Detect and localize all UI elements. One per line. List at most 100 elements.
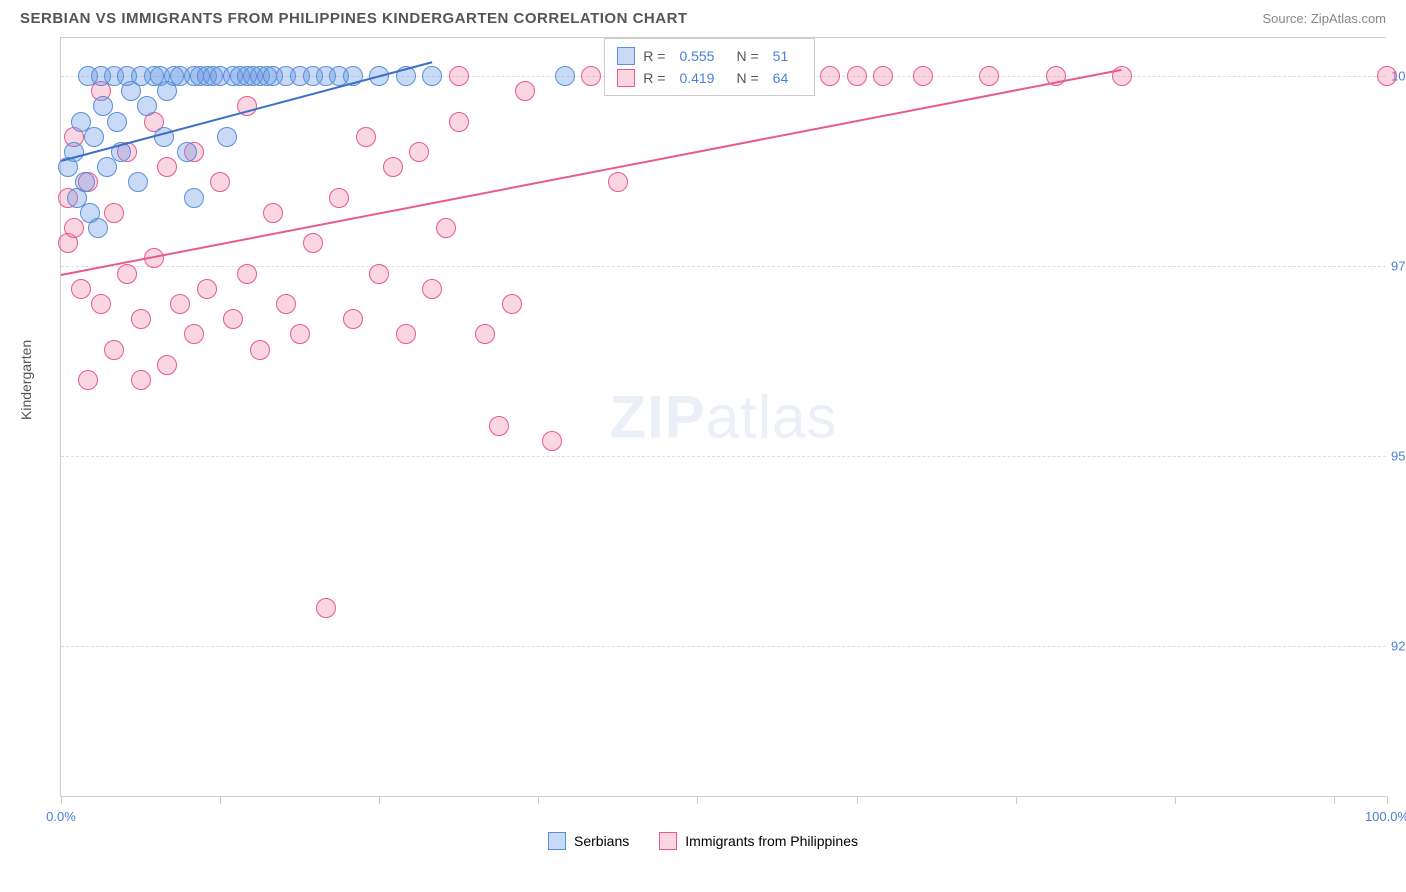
scatter-point (104, 340, 124, 360)
swatch-philippines (659, 832, 677, 850)
scatter-point (847, 66, 867, 86)
xtick (379, 796, 380, 804)
scatter-point (449, 66, 469, 86)
xtick (1334, 796, 1335, 804)
swatch-serbians (548, 832, 566, 850)
scatter-point (555, 66, 575, 86)
scatter-point (979, 66, 999, 86)
scatter-point (329, 188, 349, 208)
legend-label: Immigrants from Philippines (685, 833, 858, 849)
scatter-point (157, 355, 177, 375)
swatch-icon (617, 47, 635, 65)
scatter-point (64, 218, 84, 238)
scatter-point (131, 370, 151, 390)
scatter-point (117, 264, 137, 284)
scatter-point (1377, 66, 1397, 86)
gridline (61, 456, 1386, 457)
xtick (1016, 796, 1017, 804)
scatter-point (88, 218, 108, 238)
scatter-point (197, 279, 217, 299)
scatter-point (263, 203, 283, 223)
scatter-point (250, 340, 270, 360)
ytick-label: 95.0% (1391, 449, 1406, 464)
scatter-point (84, 127, 104, 147)
ytick-label: 92.5% (1391, 639, 1406, 654)
legend-r-label: R = (643, 70, 665, 86)
legend-r-value: 0.419 (679, 70, 714, 86)
scatter-point (75, 172, 95, 192)
scatter-point (515, 81, 535, 101)
scatter-point (290, 324, 310, 344)
scatter-point (184, 188, 204, 208)
scatter-point (91, 294, 111, 314)
xtick (61, 796, 62, 804)
y-axis-label: Kindergarten (18, 340, 34, 420)
chart-header: SERBIAN VS IMMIGRANTS FROM PHILIPPINES K… (0, 0, 1406, 32)
scatter-point (128, 172, 148, 192)
chart-source: Source: ZipAtlas.com (1262, 11, 1386, 26)
legend-r-value: 0.555 (679, 48, 714, 64)
scatter-point (276, 294, 296, 314)
legend-n-label: N = (736, 48, 758, 64)
scatter-point (71, 279, 91, 299)
scatter-point (422, 66, 442, 86)
legend-row-serbians: R = 0.555 N = 51 (617, 45, 802, 67)
scatter-point (820, 66, 840, 86)
xtick-label: 0.0% (46, 809, 76, 824)
scatter-point (873, 66, 893, 86)
legend-label: Serbians (574, 833, 629, 849)
chart-title: SERBIAN VS IMMIGRANTS FROM PHILIPPINES K… (20, 10, 688, 27)
legend-item-philippines: Immigrants from Philippines (659, 832, 858, 850)
xtick (1387, 796, 1388, 804)
scatter-point (157, 157, 177, 177)
xtick (697, 796, 698, 804)
scatter-point (78, 370, 98, 390)
xtick (1175, 796, 1176, 804)
legend-n-value: 51 (773, 48, 789, 64)
legend-r-label: R = (643, 48, 665, 64)
xtick (220, 796, 221, 804)
swatch-icon (617, 69, 635, 87)
ytick-label: 97.5% (1391, 259, 1406, 274)
scatter-point (237, 264, 257, 284)
scatter-point (542, 431, 562, 451)
scatter-point (107, 112, 127, 132)
stats-legend: R = 0.555 N = 51 R = 0.419 N = 64 (604, 38, 815, 96)
scatter-point (383, 157, 403, 177)
scatter-point (449, 112, 469, 132)
scatter-point (369, 264, 389, 284)
scatter-point (396, 324, 416, 344)
scatter-chart: 92.5%95.0%97.5%100.0%0.0%100.0%R =0.555N… (60, 37, 1386, 797)
bottom-legend: Serbians Immigrants from Philippines (0, 832, 1406, 850)
gridline (61, 646, 1386, 647)
scatter-point (303, 233, 323, 253)
scatter-point (422, 279, 442, 299)
xtick (538, 796, 539, 804)
scatter-point (177, 142, 197, 162)
legend-n-value: 64 (773, 70, 789, 86)
scatter-point (137, 96, 157, 116)
scatter-point (184, 324, 204, 344)
scatter-point (409, 142, 429, 162)
scatter-point (210, 172, 230, 192)
scatter-point (489, 416, 509, 436)
scatter-point (170, 294, 190, 314)
plot-area: 92.5%95.0%97.5%100.0%0.0%100.0%R =0.555N… (61, 38, 1386, 796)
legend-item-serbians: Serbians (548, 832, 629, 850)
scatter-point (223, 309, 243, 329)
xtick (857, 796, 858, 804)
scatter-point (913, 66, 933, 86)
scatter-point (502, 294, 522, 314)
xtick-label: 100.0% (1365, 809, 1406, 824)
scatter-point (475, 324, 495, 344)
scatter-point (356, 127, 376, 147)
scatter-point (104, 203, 124, 223)
legend-n-label: N = (736, 70, 758, 86)
scatter-point (131, 309, 151, 329)
legend-row-philippines: R = 0.419 N = 64 (617, 67, 802, 89)
scatter-point (217, 127, 237, 147)
scatter-point (581, 66, 601, 86)
scatter-point (316, 598, 336, 618)
scatter-point (343, 309, 363, 329)
scatter-point (436, 218, 456, 238)
